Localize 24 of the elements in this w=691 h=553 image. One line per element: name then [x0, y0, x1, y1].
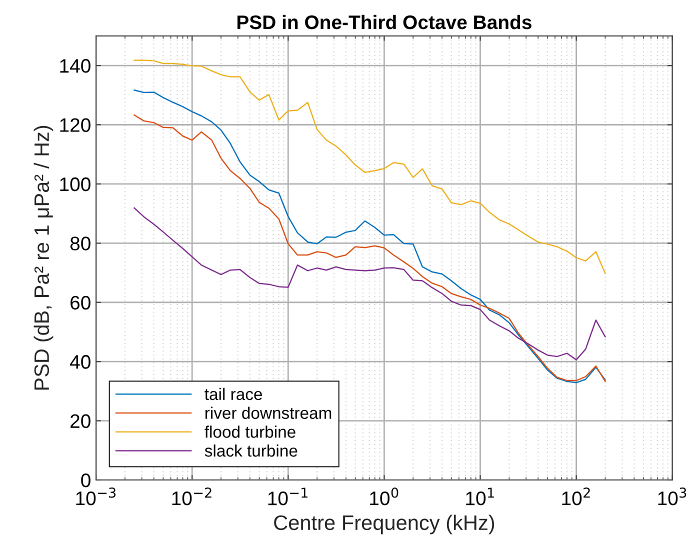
y-tick-label: 20 — [70, 414, 90, 428]
y-axis-title: PSD (dB, Pa² re 1 μPa² / Hz) — [34, 126, 54, 390]
y-tick-label: 60 — [70, 296, 90, 310]
y-tick-label: 120 — [60, 118, 90, 132]
legend-label: flood turbine — [204, 426, 296, 438]
x-tick-label: 10$^{−2}$ — [172, 488, 212, 506]
x-tick-label: 10$^{−1}$ — [268, 488, 308, 506]
chart-title: PSD in One-Third Octave Bands — [237, 14, 532, 30]
x-tick-label: 10$^{1}$ — [466, 488, 494, 506]
legend-label: slack turbine — [204, 444, 298, 457]
y-tick-label: 40 — [70, 355, 90, 369]
x-axis-title: Centre Frequency (kHz) — [274, 514, 494, 534]
x-tick-label: 10$^{−3}$ — [76, 488, 116, 506]
y-tick-label: 80 — [70, 236, 90, 250]
x-tick-label: 10$^{3}$ — [658, 488, 686, 506]
x-tick-label: 10$^{2}$ — [562, 488, 590, 506]
y-tick-label: 0 — [81, 473, 90, 488]
x-tick-label: 10$^{0}$ — [370, 488, 398, 506]
line-series — [134, 207, 606, 360]
line-series — [134, 60, 606, 274]
y-tick-label: 100 — [60, 177, 90, 192]
legend-label: river downstream — [205, 406, 332, 419]
legend-label: tail race — [204, 388, 262, 400]
y-tick-label: 140 — [60, 59, 90, 73]
